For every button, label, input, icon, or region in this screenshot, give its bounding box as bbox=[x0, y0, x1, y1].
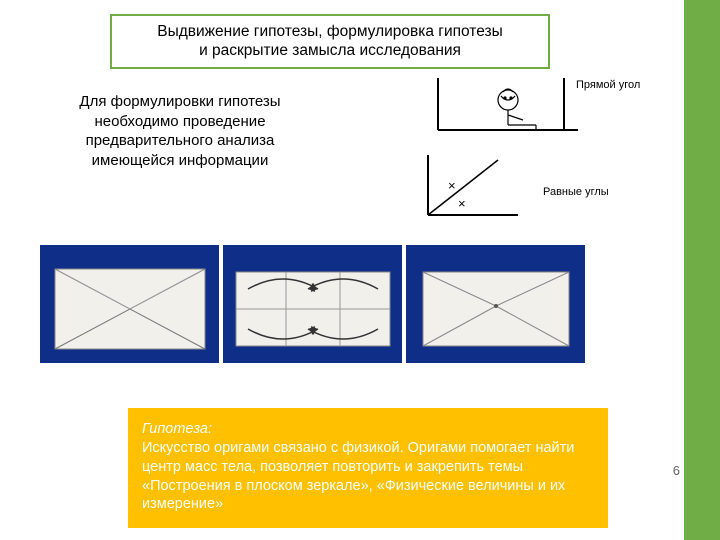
page-number: 6 bbox=[673, 463, 680, 478]
origami-envelope-closed-icon bbox=[411, 254, 581, 354]
origami-panel-1 bbox=[40, 245, 219, 363]
origami-strip bbox=[40, 245, 585, 363]
angle-mark-upper: × bbox=[448, 178, 456, 193]
angle-diagram-svg: Прямой угол × × Равные углы bbox=[358, 70, 648, 225]
origami-panel-3 bbox=[406, 245, 585, 363]
angle-diagram: Прямой угол × × Равные углы bbox=[358, 70, 648, 225]
body-paragraph: Для формулировки гипотезы необходимо про… bbox=[50, 92, 310, 170]
child-figure-icon bbox=[498, 78, 564, 130]
origami-fold-arrows-icon bbox=[228, 254, 398, 354]
title-line-1: Выдвижение гипотезы, формулировка гипоте… bbox=[124, 22, 536, 41]
slide-page: 6 Выдвижение гипотезы, формулировка гипо… bbox=[0, 0, 720, 540]
hypothesis-label: Гипотеза: bbox=[142, 421, 212, 437]
side-accent-bar bbox=[684, 0, 720, 540]
label-right-angle: Прямой угол bbox=[576, 79, 640, 91]
angle-mark-lower: × bbox=[458, 196, 466, 211]
hypothesis-text: Искусство оригами связано с физикой. Ори… bbox=[142, 440, 574, 513]
label-equal-angles: Равные углы bbox=[543, 186, 609, 198]
title-box: Выдвижение гипотезы, формулировка гипоте… bbox=[110, 14, 550, 69]
origami-panel-2 bbox=[223, 245, 402, 363]
title-line-2: и раскрытие замысла исследования bbox=[124, 41, 536, 60]
origami-envelope-x-icon bbox=[45, 254, 215, 354]
hypothesis-box: Гипотеза: Искусство оригами связано с фи… bbox=[128, 408, 608, 528]
